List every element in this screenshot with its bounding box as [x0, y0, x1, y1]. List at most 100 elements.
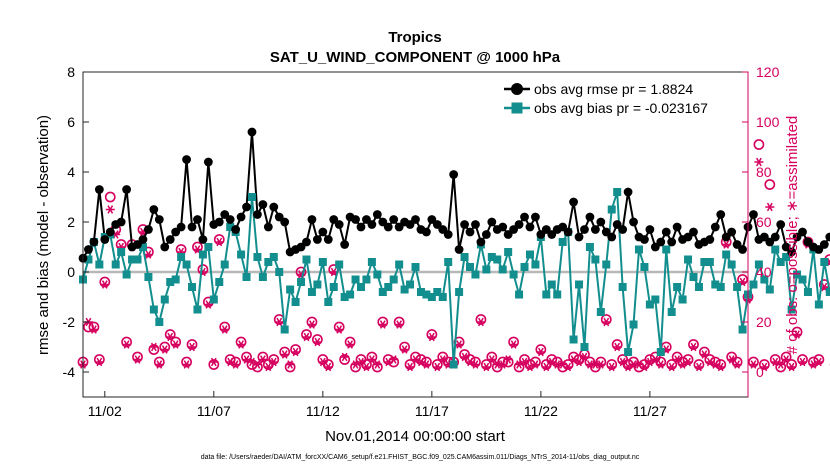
- rmse-marker: [656, 237, 666, 247]
- bias-marker: [242, 273, 251, 281]
- rmse-marker: [705, 235, 715, 244]
- bias-marker: [765, 285, 774, 294]
- rmse-marker: [776, 220, 786, 229]
- bias-marker: [362, 275, 371, 284]
- obs-assimilated-marker: [133, 355, 143, 364]
- obs-possible-marker: [208, 359, 220, 370]
- asterisk-stroke: [101, 280, 108, 289]
- obs-possible-marker: [192, 241, 203, 253]
- obs-assimilated-marker: [356, 357, 366, 367]
- bias-marker: [198, 250, 207, 259]
- rmse-marker: [323, 235, 333, 244]
- bias-marker: [253, 253, 262, 261]
- rmse-marker: [727, 227, 737, 237]
- rmse-marker: [94, 185, 104, 194]
- rmse-marker: [574, 232, 584, 242]
- rmse-marker: [498, 222, 508, 232]
- rmse-marker: [165, 235, 175, 244]
- asterisk-stroke: [456, 340, 463, 349]
- x-tick-label: 11/12: [306, 403, 340, 419]
- obs-assimilated-marker: [171, 340, 181, 349]
- asterisk-stroke: [734, 360, 740, 369]
- obs-possible-marker: [480, 359, 492, 370]
- x-tick-label: 11/17: [415, 403, 449, 419]
- asterisk-stroke: [276, 317, 283, 327]
- obs-possible-marker: [786, 359, 798, 370]
- asterisk-stroke: [439, 355, 446, 364]
- asterisk-stroke: [428, 332, 435, 342]
- chart-title: Tropics: [388, 29, 441, 46]
- obs-possible-marker: [104, 191, 116, 203]
- obs-possible-marker: [153, 356, 165, 368]
- obs-possible-marker: [252, 361, 263, 373]
- bias-marker: [329, 283, 338, 291]
- bias-marker: [575, 280, 584, 289]
- asterisk-stroke: [592, 360, 599, 369]
- asterisk-stroke: [717, 362, 724, 372]
- asterisk-stroke: [614, 342, 621, 352]
- bias-marker: [607, 205, 616, 214]
- obs-possible-marker: [371, 361, 383, 373]
- asterisk-stroke: [674, 355, 681, 364]
- bias-marker: [226, 223, 235, 231]
- asterisk-stroke: [794, 330, 800, 339]
- bias-marker: [727, 260, 736, 269]
- y-axis-label: rmse and bias (model - observation): [35, 115, 52, 355]
- rmse-marker: [367, 220, 377, 229]
- obs-assimilated-marker: [258, 355, 268, 364]
- rmse-marker: [569, 197, 578, 207]
- obs-possible-marker: [748, 356, 759, 368]
- bias-marker: [498, 265, 507, 274]
- bias-marker: [389, 275, 398, 284]
- asterisk-stroke: [374, 360, 381, 369]
- asterisk-stroke: [554, 360, 561, 369]
- asterisk-stroke: [788, 362, 795, 372]
- obs-possible-marker: [224, 354, 236, 365]
- bias-marker: [324, 298, 333, 306]
- right-tick-label: 20: [756, 314, 772, 330]
- obs-assimilated-marker: [340, 352, 350, 362]
- obs-assimilated-marker: [481, 362, 491, 372]
- asterisk-stroke: [336, 325, 343, 334]
- bias-marker: [204, 243, 213, 251]
- obs-possible-marker: [366, 351, 378, 363]
- bias-marker: [215, 278, 224, 286]
- asterisk-stroke: [287, 360, 294, 369]
- obs-assimilated-marker: [154, 360, 164, 369]
- bias-marker: [149, 305, 158, 314]
- bias-marker: [700, 258, 709, 266]
- rmse-marker: [84, 245, 93, 254]
- bias-marker: [117, 248, 126, 256]
- rmse-marker: [302, 237, 311, 247]
- legend-rmse-label: obs avg rmse pr = 1.8824: [534, 81, 693, 97]
- asterisk-stroke: [167, 332, 174, 342]
- left-axis-ticks: -4 -2 0 2 4 6 8: [63, 64, 89, 380]
- bias-marker: [144, 273, 153, 281]
- obs-assimilated-marker: [672, 355, 682, 364]
- bias-marker: [297, 278, 306, 286]
- obs-assimilated-marker: [252, 360, 262, 369]
- obs-assimilated-marker: [536, 347, 546, 357]
- bias-marker: [798, 275, 807, 284]
- bias-marker: [629, 320, 638, 329]
- bias-marker: [520, 263, 529, 271]
- bias-marker: [749, 280, 758, 289]
- bias-marker: [760, 275, 769, 284]
- rmse-marker: [231, 225, 241, 234]
- rmse-marker: [640, 235, 649, 244]
- bias-marker: [220, 260, 229, 269]
- bias-marker: [640, 263, 649, 271]
- rmse-marker: [182, 155, 191, 164]
- rmse-marker: [487, 217, 497, 227]
- asterisk-stroke: [265, 362, 272, 372]
- bias-marker: [504, 248, 513, 256]
- obs-assimilated-marker: [361, 362, 371, 372]
- obs-possible-marker: [235, 336, 247, 348]
- bias-marker: [814, 300, 823, 309]
- rmse-marker: [236, 212, 246, 222]
- bias-marker: [471, 270, 480, 279]
- obs-possible-marker: [290, 344, 301, 355]
- asterisk-stroke: [292, 347, 299, 357]
- asterisk-stroke: [559, 360, 566, 369]
- rmse-marker: [716, 210, 726, 219]
